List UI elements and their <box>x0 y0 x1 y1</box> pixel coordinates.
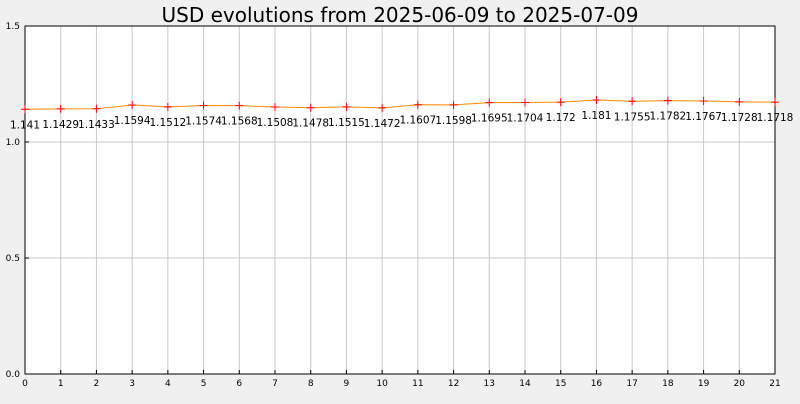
data-label: 1.141 <box>10 119 40 131</box>
x-tick-label: 16 <box>591 379 603 389</box>
x-tick-label: 11 <box>412 379 423 389</box>
data-label: 1.1704 <box>507 112 544 124</box>
data-label: 1.1515 <box>328 117 365 129</box>
data-point-marker <box>378 103 387 112</box>
x-tick-label: 20 <box>734 379 746 389</box>
plot-frame <box>24 25 776 375</box>
data-point-marker <box>449 100 458 109</box>
data-point-marker <box>271 103 279 112</box>
data-label: 1.1568 <box>221 116 258 128</box>
y-tick-label: 1.0 <box>6 138 21 148</box>
x-tick-label: 15 <box>555 379 566 389</box>
data-label: 1.1755 <box>614 111 651 123</box>
data-point-marker <box>235 101 244 110</box>
x-tick-label: 10 <box>376 379 388 389</box>
x-tick-label: 19 <box>698 379 710 389</box>
x-tick-label: 12 <box>448 379 459 389</box>
x-tick-label: 0 <box>22 379 28 389</box>
chart-title: USD evolutions from 2025-06-09 to 2025-0… <box>162 3 639 27</box>
data-point-marker <box>592 96 601 105</box>
x-tick-label: 14 <box>519 379 531 389</box>
data-point-marker <box>771 98 779 107</box>
x-tick-label: 2 <box>94 379 100 389</box>
data-label: 1.181 <box>581 110 611 122</box>
data-point-marker <box>128 101 137 110</box>
data-point-marker <box>413 100 422 109</box>
data-label: 1.172 <box>546 112 576 124</box>
data-point-marker <box>628 97 637 106</box>
data-label: 1.1728 <box>721 112 758 124</box>
data-label: 1.1767 <box>685 111 722 123</box>
plot-area: 0 1 2 3 4 5 6 7 8 9 10 11 12 13 14 15 16 17 18 19 20 210.00.5… <box>6 22 794 389</box>
data-point-marker <box>92 104 101 113</box>
data-point-marker <box>306 103 315 112</box>
y-tick-label: 0.0 <box>6 370 21 380</box>
data-point-marker <box>56 104 65 113</box>
data-point-marker <box>521 98 529 107</box>
data-label: 1.1512 <box>149 117 186 129</box>
data-point-marker <box>735 97 744 106</box>
x-tick-label: 8 <box>308 379 314 389</box>
x-tick-label: 17 <box>626 379 637 389</box>
data-label: 1.1782 <box>649 111 686 123</box>
y-tick-label: 1.5 <box>6 22 20 32</box>
x-tick-label: 1 <box>58 379 64 389</box>
data-label: 1.1598 <box>435 115 472 127</box>
x-tick-label: 18 <box>662 379 674 389</box>
data-point-marker <box>556 98 565 107</box>
x-tick-label: 5 <box>201 379 207 389</box>
data-label: 1.1594 <box>114 115 151 127</box>
data-label: 1.1607 <box>399 115 436 127</box>
data-label: 1.1695 <box>471 113 508 125</box>
x-tick-label: 21 <box>769 379 780 389</box>
data-label: 1.1508 <box>257 117 294 129</box>
x-tick-label: 13 <box>484 379 495 389</box>
data-point-marker <box>485 98 494 107</box>
data-point-marker <box>21 105 29 114</box>
plot-background <box>25 26 775 374</box>
x-tick-label: 4 <box>165 379 171 389</box>
data-label: 1.1718 <box>757 112 794 124</box>
data-point-marker <box>199 101 208 110</box>
y-tick-label: 0.5 <box>6 254 20 264</box>
data-point-marker <box>663 96 672 105</box>
data-point-marker <box>163 102 172 111</box>
x-tick-label: 7 <box>272 379 278 389</box>
data-label: 1.1574 <box>185 115 222 127</box>
data-label: 1.1433 <box>78 119 115 131</box>
data-label: 1.1472 <box>364 118 401 130</box>
x-tick-label: 3 <box>129 379 135 389</box>
data-point-marker <box>699 97 708 106</box>
x-tick-label: 9 <box>344 379 350 389</box>
data-point-marker <box>342 102 351 111</box>
data-label: 1.1429 <box>42 119 79 131</box>
series-line <box>24 99 776 110</box>
x-tick-label: 6 <box>236 379 242 389</box>
data-label: 1.1478 <box>292 118 329 130</box>
